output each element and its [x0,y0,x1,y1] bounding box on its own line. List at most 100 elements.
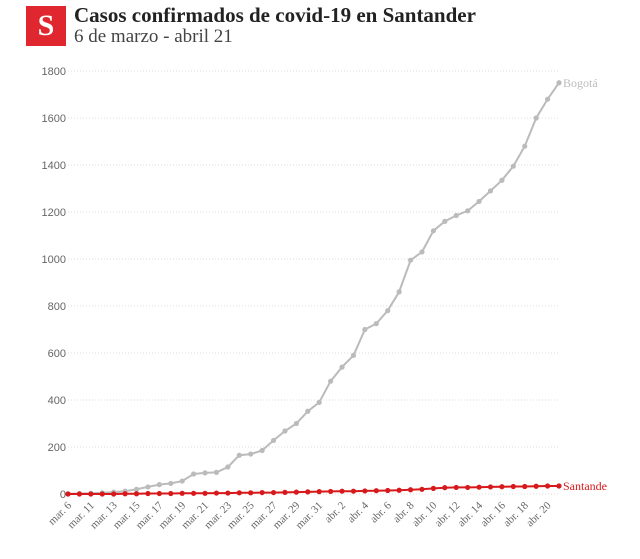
data-point [65,491,71,497]
data-point [533,483,539,489]
data-point [236,452,242,458]
data-point [270,437,277,444]
y-tick-label: 1000 [42,254,66,266]
data-point [156,482,162,488]
data-point [316,489,322,495]
data-point [556,80,562,86]
data-point [179,490,185,496]
data-point [419,249,425,255]
data-point [111,491,117,497]
data-point [465,208,471,214]
data-point [191,490,197,496]
data-point [282,489,288,495]
data-point [282,428,288,434]
data-point [407,487,414,493]
data-point [544,483,551,489]
data-point [133,491,140,497]
data-point [453,212,459,219]
data-point [499,177,505,183]
data-point [396,487,402,493]
series-label: Santande [563,479,607,493]
data-point [225,490,231,496]
data-point [476,484,482,490]
data-point [419,486,425,492]
data-point [385,308,391,314]
data-point [362,326,368,333]
x-tick-label: abr. 4 [345,499,371,525]
x-tick-label: abr. 2 [322,500,348,526]
data-point [522,483,528,490]
x-tick-label: abr. 12 [433,500,463,530]
chart-title: Casos confirmados de covid-19 en Santand… [74,3,476,27]
data-point [168,490,174,497]
x-tick-label: abr. 20 [524,499,554,529]
y-tick-label: 400 [48,395,66,407]
data-point [533,115,539,121]
logo-letter: S [37,9,55,42]
data-point [442,485,448,491]
data-point [442,218,448,224]
data-point [122,491,128,497]
data-point [362,488,368,494]
series-label: Bogotá [563,76,598,90]
y-tick-label: 1800 [42,66,66,78]
data-point [430,228,436,234]
y-tick-label: 1400 [42,160,66,172]
data-point [259,489,265,496]
data-point [156,490,162,497]
data-point [145,484,151,490]
data-point [248,451,254,457]
data-point [556,483,562,489]
data-point [248,490,254,496]
data-point [316,399,322,405]
data-point [168,480,174,487]
data-point [270,489,277,496]
y-tick-label: 200 [48,442,66,454]
data-point [487,484,494,490]
data-point [293,489,299,495]
y-tick-label: 1200 [42,207,66,219]
data-point [259,447,265,454]
data-point [339,488,345,494]
data-point [407,257,414,263]
data-point [179,478,185,484]
data-point [328,488,334,495]
data-point [453,484,459,491]
data-point [522,143,528,149]
x-tick-label: abr. 6 [368,499,394,525]
series-line-0 [67,82,560,495]
data-point [510,163,516,169]
data-point [305,489,311,495]
data-point [236,490,242,496]
data-point [385,487,391,494]
y-tick-label: 600 [48,348,66,360]
data-point [544,96,551,102]
data-point [328,378,334,384]
data-point [76,491,83,497]
data-point [350,488,357,494]
data-point [213,469,220,475]
logo: S [26,6,66,46]
y-tick-label: 0 [60,489,66,501]
data-point [225,464,231,470]
data-point [133,486,140,492]
data-point [145,490,151,497]
y-tick-label: 800 [48,301,66,313]
data-point [293,420,299,427]
chart-subtitle: 6 de marzo - abril 21 [74,26,233,47]
y-tick-label: 1600 [42,113,66,125]
data-point [499,484,505,490]
data-point [487,188,494,194]
data-point [510,483,516,490]
data-point [350,352,357,358]
data-point [396,289,402,295]
data-point [88,491,94,497]
data-point [339,364,345,370]
data-point [373,321,379,327]
data-point [191,471,197,477]
data-point [430,485,436,491]
data-point [99,491,105,497]
data-point [202,470,208,476]
data-point [305,408,311,414]
